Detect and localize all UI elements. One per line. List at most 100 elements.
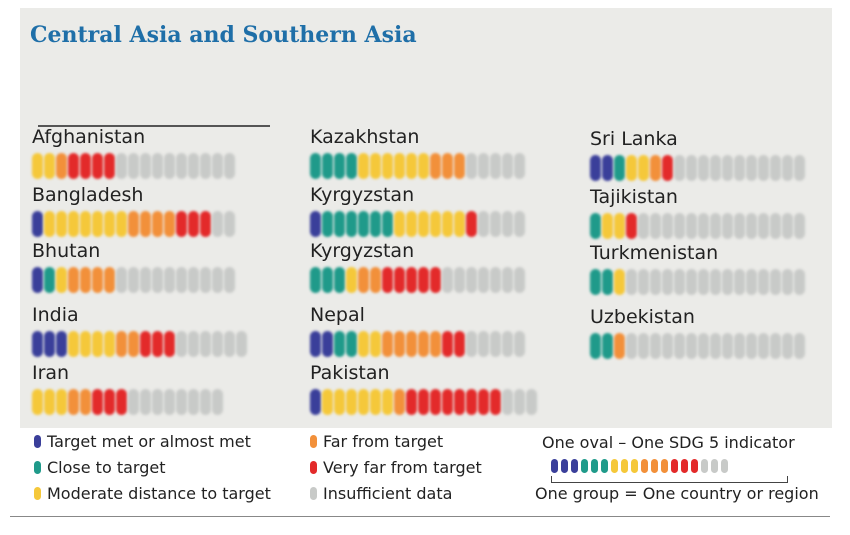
oval-target-met — [32, 331, 43, 357]
oval-insufficient — [674, 155, 685, 181]
oval-far — [128, 331, 139, 357]
oval-insufficient — [782, 155, 793, 181]
oval-insufficient — [722, 269, 733, 295]
oval-very-far — [671, 459, 678, 473]
oval-insufficient — [722, 213, 733, 239]
oval-insufficient — [514, 267, 525, 293]
legend-item-moderate: Moderate distance to target — [34, 484, 271, 503]
oval-far — [442, 153, 453, 179]
country-name: India — [32, 304, 79, 326]
oval-very-far — [454, 389, 465, 415]
oval-insufficient — [176, 153, 187, 179]
oval-insufficient — [128, 389, 139, 415]
oval-insufficient — [502, 211, 513, 237]
oval-insufficient — [164, 153, 175, 179]
legend-swatch-moderate — [34, 487, 41, 500]
oval-close — [591, 459, 598, 473]
oval-very-far — [104, 153, 115, 179]
oval-far — [116, 331, 127, 357]
oval-insufficient — [650, 333, 661, 359]
oval-insufficient — [686, 155, 697, 181]
country-name: Sri Lanka — [590, 128, 678, 150]
oval-close — [322, 267, 333, 293]
oval-insufficient — [200, 331, 211, 357]
oval-moderate — [80, 211, 91, 237]
oval-insufficient — [224, 153, 235, 179]
oval-far — [641, 459, 648, 473]
oval-moderate — [44, 211, 55, 237]
oval-far — [614, 333, 625, 359]
oval-insufficient — [466, 267, 477, 293]
oval-moderate — [56, 389, 67, 415]
oval-insufficient — [152, 389, 163, 415]
oval-moderate — [44, 153, 55, 179]
country-name: Nepal — [310, 304, 365, 326]
oval-close — [322, 211, 333, 237]
oval-moderate — [92, 211, 103, 237]
oval-moderate — [334, 389, 345, 415]
country-group: Bhutan — [32, 240, 236, 298]
country-group: Kyrgyzstan — [310, 240, 526, 298]
country-name: Turkmenistan — [590, 242, 719, 264]
oval-insufficient — [188, 389, 199, 415]
oval-target-met — [44, 331, 55, 357]
country-name: Kyrgyzstan — [310, 184, 415, 206]
oval-very-far — [681, 459, 688, 473]
oval-insufficient — [686, 213, 697, 239]
oval-insufficient — [758, 269, 769, 295]
oval-insufficient — [650, 269, 661, 295]
oval-insufficient — [502, 153, 513, 179]
oval-moderate — [370, 331, 381, 357]
oval-insufficient — [188, 153, 199, 179]
oval-moderate — [602, 213, 613, 239]
oval-insufficient — [782, 333, 793, 359]
oval-close — [346, 153, 357, 179]
oval-insufficient — [746, 333, 757, 359]
oval-insufficient — [140, 267, 151, 293]
oval-target-met — [310, 389, 321, 415]
oval-insufficient — [794, 333, 805, 359]
bottom-rule — [10, 516, 830, 517]
oval-target-met — [590, 155, 601, 181]
country-group: Iran — [32, 362, 224, 420]
oval-close — [602, 333, 613, 359]
oval-insufficient — [478, 153, 489, 179]
oval-insufficient — [698, 213, 709, 239]
oval-moderate — [430, 211, 441, 237]
oval-very-far — [176, 211, 187, 237]
oval-insufficient — [478, 211, 489, 237]
oval-insufficient — [442, 267, 453, 293]
oval-moderate — [104, 211, 115, 237]
oval-very-far — [442, 331, 453, 357]
oval-close — [382, 211, 393, 237]
oval-insufficient — [502, 331, 513, 357]
country-ovals — [590, 152, 806, 186]
oval-very-far — [626, 213, 637, 239]
chart-title: Central Asia and Southern Asia — [30, 22, 417, 48]
oval-insufficient — [701, 459, 708, 473]
oval-close — [322, 153, 333, 179]
oval-insufficient — [722, 333, 733, 359]
oval-far — [454, 153, 465, 179]
oval-target-met — [561, 459, 568, 473]
legend-item-far: Far from target — [310, 432, 443, 451]
oval-insufficient — [176, 267, 187, 293]
oval-far — [418, 331, 429, 357]
country-group: Bangladesh — [32, 184, 236, 242]
legend-label-moderate: Moderate distance to target — [47, 484, 271, 503]
country-group: India — [32, 304, 248, 362]
country-ovals — [310, 328, 526, 362]
oval-moderate — [631, 459, 638, 473]
oval-far — [164, 211, 175, 237]
country-name: Pakistan — [310, 362, 390, 384]
oval-target-met — [32, 267, 43, 293]
legend-item-target-met: Target met or almost met — [34, 432, 251, 451]
oval-target-met — [32, 211, 43, 237]
oval-insufficient — [734, 213, 745, 239]
oval-moderate — [614, 213, 625, 239]
oval-insufficient — [140, 389, 151, 415]
oval-far — [382, 331, 393, 357]
oval-insufficient — [212, 153, 223, 179]
oval-very-far — [164, 331, 175, 357]
region-underline — [38, 125, 270, 127]
